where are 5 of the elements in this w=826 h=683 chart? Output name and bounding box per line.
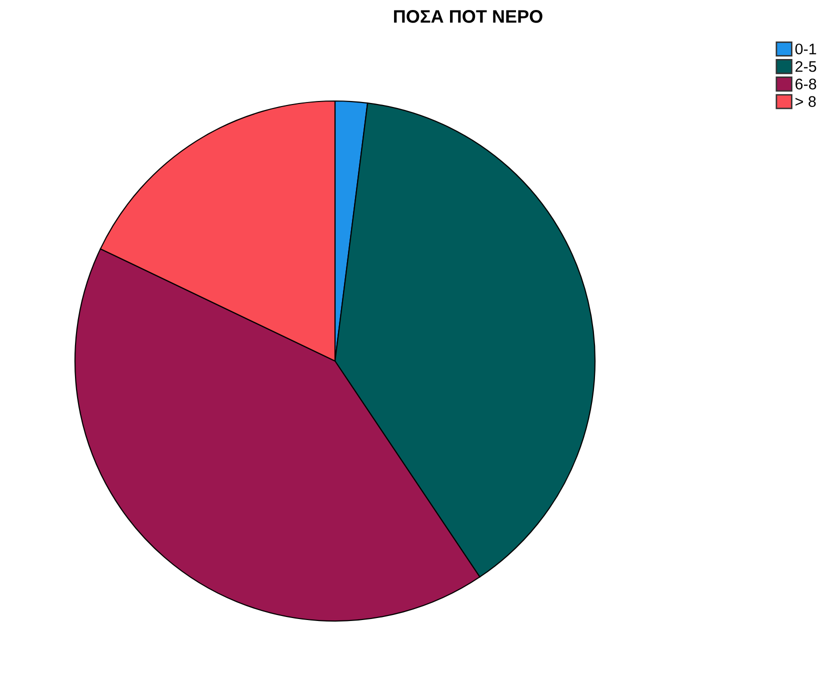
- chart-title: ΠΟΣΑ ΠΟΤ ΝΕΡΟ: [394, 10, 542, 23]
- legend-label: 6-8: [796, 78, 816, 90]
- legend-label: > 8: [796, 96, 816, 107]
- legend-label: 0-1: [795, 44, 816, 54]
- legend-label: 2-5: [796, 61, 816, 72]
